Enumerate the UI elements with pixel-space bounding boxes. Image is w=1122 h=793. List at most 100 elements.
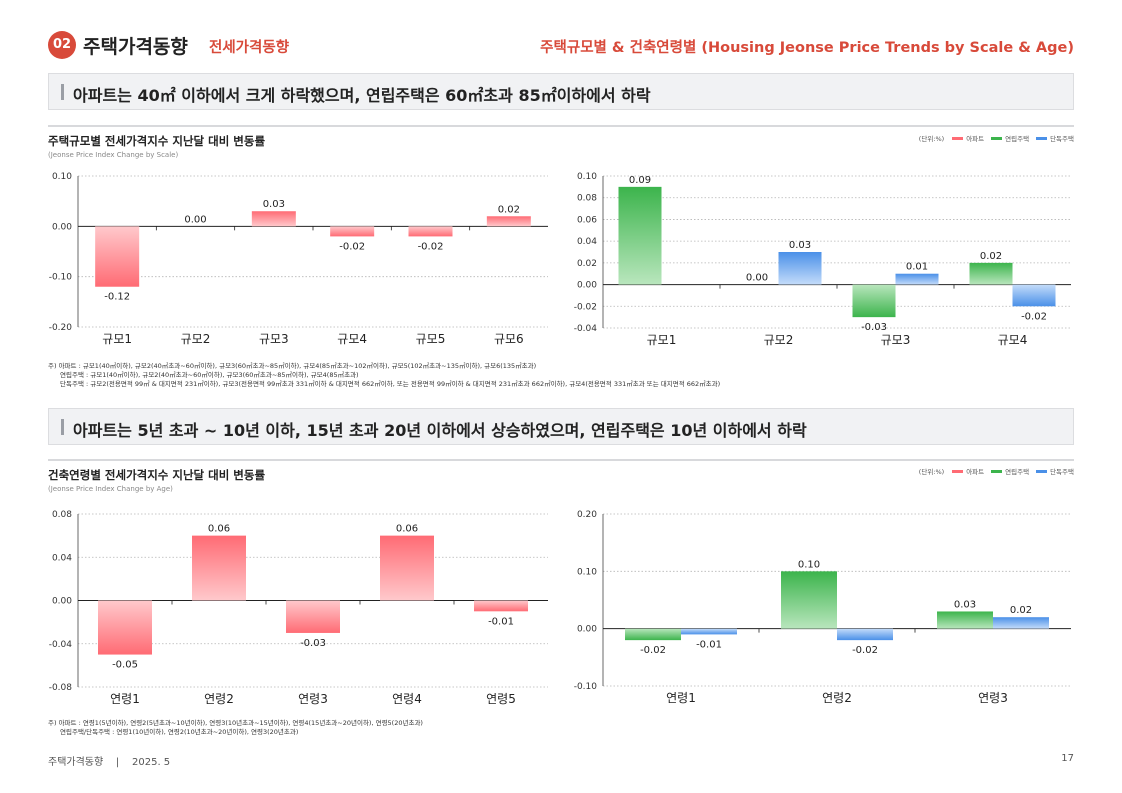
x-category-label: 연령4 — [392, 692, 422, 706]
chart-apartment-by-scale: 0.10 0.00 -0.10 -0.20 규모1 -0.12 규모2 0.00 규모3 0.03… — [49, 172, 548, 346]
section2-note-1: 주) 아파트 : 연령1(5년이하), 연령2(5년초과~10년이하), 연령3… — [48, 719, 423, 727]
bar — [837, 628, 893, 641]
y-tick-label: 0.04 — [52, 553, 72, 563]
legend-unit: (단위:%) — [918, 468, 945, 476]
section-number-badge: 02 — [48, 31, 76, 59]
data-label: 0.00 — [184, 214, 206, 225]
data-label: 0.06 — [396, 524, 418, 535]
y-tick-label: 0.10 — [577, 567, 597, 577]
page-number: 17 — [1061, 753, 1074, 764]
data-label: -0.02 — [852, 645, 878, 656]
chart-legend-2: (단위:%) 아파트 연립주택 단독주택 — [919, 466, 1074, 476]
data-label: 0.06 — [208, 524, 230, 535]
bar — [98, 600, 152, 655]
page-topic-title: 주택규모별 & 건축연령별 (Housing Jeonse Price Tren… — [540, 40, 1074, 56]
legend-item-detached: 단독주택 — [1036, 133, 1074, 143]
chart-apartment-by-age: 0.08 0.04 0.00 -0.04 -0.08 연령1 -0.05 연령2 0.06 연령3… — [49, 510, 548, 706]
x-category-label: 규모3 — [259, 332, 289, 346]
data-label: -0.01 — [696, 639, 722, 650]
section1-note-1: 주) 아파트 : 규모1(40㎡이하), 규모2(40㎡초과~60㎡이하), 규… — [48, 362, 537, 370]
data-label: -0.02 — [1021, 311, 1047, 322]
y-tick-label: 0.04 — [577, 237, 597, 247]
legend-item-rowhouse: 연립주택 — [991, 133, 1029, 143]
data-label: 0.01 — [906, 262, 928, 273]
x-category-label: 규모2 — [181, 332, 211, 346]
bar — [408, 226, 453, 237]
y-tick-label: 0.00 — [52, 222, 72, 232]
data-label: -0.02 — [339, 241, 365, 252]
chart2-title: 건축연령별 전세가격지수 지난달 대비 변동률 — [48, 468, 266, 482]
y-tick-label: 0.10 — [577, 172, 597, 182]
x-category-label: 규모6 — [494, 332, 524, 346]
y-tick-label: 0.06 — [577, 215, 597, 225]
data-label: 0.00 — [746, 273, 768, 284]
y-tick-label: 0.00 — [52, 597, 72, 607]
x-category-label: 연령3 — [978, 691, 1008, 705]
legend-swatch-detached — [1036, 136, 1048, 140]
x-category-label: 규모1 — [647, 333, 677, 347]
y-tick-label: -0.04 — [574, 324, 598, 334]
legend-item-detached: 단독주택 — [1036, 466, 1074, 476]
y-tick-label: -0.02 — [574, 302, 597, 312]
legend-label: 연립주택 — [1005, 135, 1030, 143]
bar — [625, 628, 681, 641]
legend-swatch-apartment — [952, 136, 964, 140]
bar — [937, 611, 993, 629]
x-category-label: 규모3 — [881, 333, 911, 347]
bar — [1012, 284, 1056, 307]
legend-label: 아파트 — [966, 468, 985, 476]
y-tick-label: -0.20 — [49, 323, 73, 333]
chart1-title: 주택규모별 전세가격지수 지난달 대비 변동률 — [48, 134, 266, 148]
bar — [993, 617, 1049, 629]
y-tick-label: 0.00 — [577, 281, 597, 291]
bar — [969, 262, 1013, 285]
data-label: -0.03 — [861, 322, 887, 333]
legend-label: 단독주택 — [1050, 468, 1074, 476]
data-label: 0.09 — [629, 175, 651, 186]
section2-headline-banner: 아파트는 5년 초과 ~ 10년 이하, 15년 초과 20년 이하에서 상승하… — [48, 408, 1074, 445]
chart-legend-1: (단위:%) 아파트 연립주택 단독주택 — [919, 133, 1074, 143]
legend-label: 아파트 — [966, 135, 985, 143]
y-tick-label: -0.10 — [49, 273, 73, 283]
bar — [330, 226, 375, 237]
y-tick-label: -0.08 — [49, 683, 73, 693]
chart1-subtitle: (Jeonse Price Index Change by Scale) — [48, 151, 179, 159]
x-category-label: 규모1 — [102, 332, 132, 346]
data-label: -0.02 — [640, 645, 666, 656]
bar — [681, 628, 737, 635]
x-category-label: 규모5 — [416, 332, 446, 346]
y-tick-label: 0.08 — [577, 194, 597, 204]
data-label: -0.01 — [488, 616, 514, 627]
section2-note-2: 연립주택/단독주택 : 연령1(10년이하), 연령2(10년초과~20년이하)… — [60, 728, 299, 736]
section1-headline-banner: 아파트는 40㎡ 이하에서 크게 하락했으며, 연립주택은 60㎡초과 85㎡이… — [48, 73, 1074, 110]
legend-swatch-rowhouse — [991, 136, 1003, 140]
page-header: 02 주택가격동향 전세가격동향 주택규모별 & 건축연령별 (Housing … — [48, 28, 1074, 64]
chart-rowhouse-detached-by-age: 0.20 0.10 0.00 -0.10 연령1 -0.02 -0.01 연령2 0.10 -0.… — [574, 510, 1071, 705]
x-category-label: 규모2 — [764, 333, 794, 347]
data-label: -0.12 — [104, 292, 130, 303]
y-tick-label: 0.10 — [52, 172, 72, 182]
section1-headline: 아파트는 40㎡ 이하에서 크게 하락했으며, 연립주택은 60㎡초과 85㎡이… — [73, 86, 651, 105]
x-category-label: 연령3 — [298, 692, 328, 706]
section2-headline: 아파트는 5년 초과 ~ 10년 이하, 15년 초과 20년 이하에서 상승하… — [73, 421, 807, 440]
legend-item-rowhouse: 연립주택 — [991, 466, 1029, 476]
y-tick-label: -0.04 — [49, 640, 73, 650]
y-tick-label: 0.08 — [52, 510, 72, 520]
legend-label: 단독주택 — [1050, 135, 1074, 143]
chart2-subtitle: (Jeonse Price Index Change by Age) — [48, 485, 173, 493]
bar — [286, 600, 340, 633]
x-category-label: 연령1 — [110, 692, 140, 706]
y-tick-label: -0.10 — [574, 682, 598, 692]
page-title: 주택가격동향 — [83, 36, 188, 58]
data-label: -0.03 — [300, 638, 326, 649]
data-label: 0.03 — [789, 240, 811, 251]
y-tick-label: 0.20 — [577, 510, 597, 520]
data-label: 0.02 — [1010, 605, 1032, 616]
bar — [852, 284, 896, 318]
data-label: -0.05 — [112, 660, 138, 671]
legend-label: 연립주택 — [1005, 468, 1030, 476]
x-category-label: 연령1 — [666, 691, 696, 705]
banner-accent-bar — [61, 419, 64, 435]
data-label: 0.02 — [498, 204, 520, 215]
x-category-label: 연령2 — [204, 692, 234, 706]
